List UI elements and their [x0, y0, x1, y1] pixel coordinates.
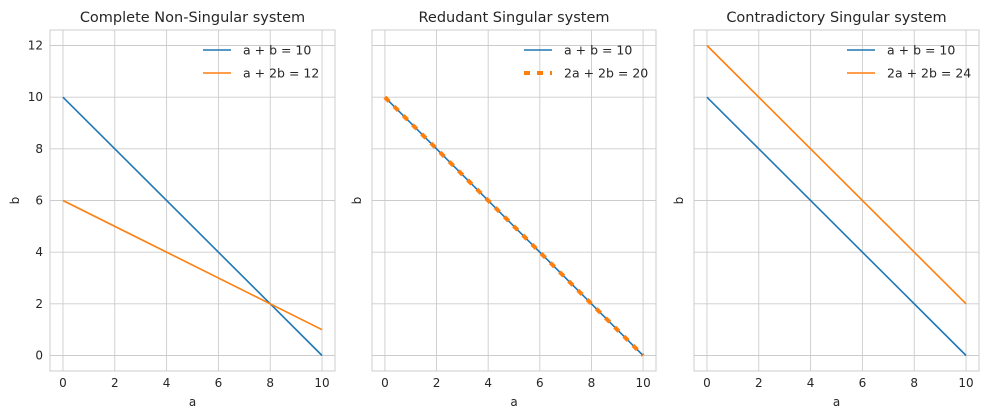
- chart-title: Complete Non-Singular system: [80, 10, 305, 26]
- chart-title: Redudant Singular system: [418, 10, 609, 26]
- legend: a + b = 10 2a + 2b = 20: [524, 43, 648, 81]
- y-tick-label: 10: [28, 90, 43, 104]
- x-tick-label: 10: [958, 376, 973, 390]
- series-line-1: [62, 96, 323, 357]
- legend-label: 2a + 2b = 20: [564, 66, 648, 81]
- x-tick-label: 4: [484, 376, 492, 390]
- legend: a + b = 10 a + 2b = 12: [203, 43, 319, 81]
- series-line-1: [706, 96, 967, 357]
- x-tick-label: 10: [635, 376, 650, 390]
- x-tick-label: 6: [215, 376, 223, 390]
- x-tick-label: 10: [314, 376, 329, 390]
- series-line-2: [706, 44, 967, 305]
- series-group: [62, 96, 323, 357]
- legend-label: a + b = 10: [243, 43, 311, 58]
- x-axis-label: a: [833, 395, 840, 409]
- y-tick-label: 4: [35, 245, 43, 259]
- y-axis-label: b: [8, 197, 22, 205]
- x-tick-label: 4: [163, 376, 171, 390]
- x-tick-label: 4: [807, 376, 815, 390]
- chart-title: Contradictory Singular system: [726, 10, 946, 26]
- x-tick-label: 2: [433, 376, 441, 390]
- legend-label: a + b = 10: [887, 43, 955, 58]
- subplot-2: 0 2 4 6 8 10 a b Redudant Singular system a + b =…: [350, 10, 657, 409]
- y-axis-label: b: [350, 197, 364, 205]
- series-group: [706, 44, 967, 357]
- x-tick-label: 2: [111, 376, 119, 390]
- x-tick-label: 0: [59, 376, 67, 390]
- series-group: [383, 95, 645, 357]
- series-line-2: [383, 95, 645, 357]
- legend: a + b = 10 2a + 2b = 24: [847, 43, 971, 81]
- x-tick-label: 8: [910, 376, 918, 390]
- y-tick-label: 8: [35, 142, 43, 156]
- y-tick-label: 2: [35, 297, 43, 311]
- legend-label: a + b = 10: [564, 43, 632, 58]
- y-axis-label: b: [672, 197, 686, 205]
- y-tick-label: 0: [35, 349, 43, 363]
- plot-frame: [371, 29, 657, 372]
- x-tick-label: 6: [536, 376, 544, 390]
- x-tick-label: 0: [703, 376, 711, 390]
- x-tick-label: 8: [588, 376, 596, 390]
- x-axis-label: a: [189, 395, 196, 409]
- plot-frame: [693, 29, 980, 372]
- series-line-2: [62, 199, 323, 331]
- y-tick-label: 6: [35, 194, 43, 208]
- plot-frame: [49, 29, 336, 372]
- x-tick-label: 8: [266, 376, 274, 390]
- x-axis-label: a: [510, 395, 517, 409]
- subplot-1: 0 2 4 6 8 10 0 2 4 6 8 10 12 a b Complete Non-Singular …: [8, 10, 336, 409]
- x-tick-label: 0: [381, 376, 389, 390]
- subplot-3: 0 2 4 6 8 10 a b Contradictory Singular system a …: [672, 10, 980, 409]
- legend-label: a + 2b = 12: [243, 66, 319, 81]
- legend-label: 2a + 2b = 24: [887, 66, 971, 81]
- x-tick-label: 6: [859, 376, 867, 390]
- x-tick-label: 2: [755, 376, 763, 390]
- y-tick-label: 12: [28, 39, 43, 53]
